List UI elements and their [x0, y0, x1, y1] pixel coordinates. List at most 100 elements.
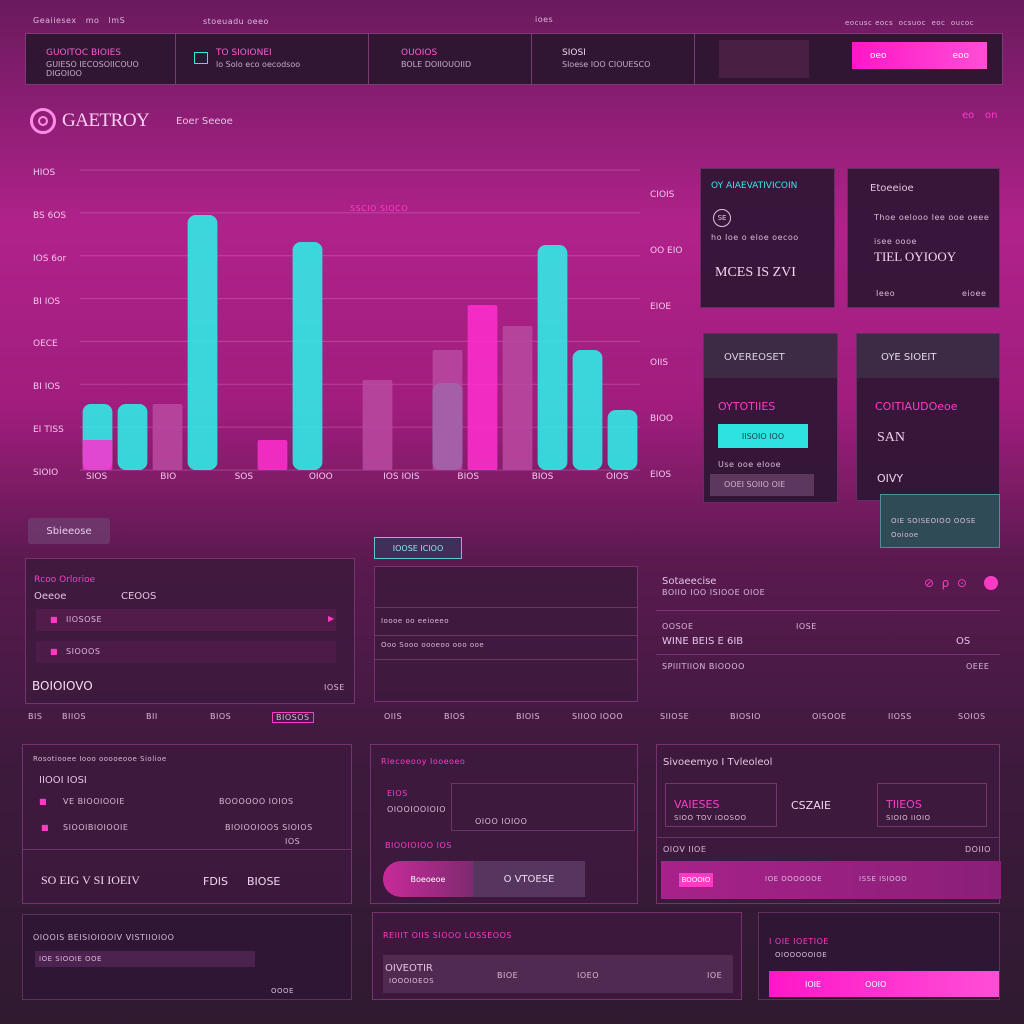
card-4[interactable]: OYE SIOEIT COITIAUDOeoe SAN OIVY	[856, 333, 1000, 501]
bottom-panel-3-bar[interactable]: BOOOIO IOE OOOOOOE ISSE ISIOOO	[661, 861, 1001, 899]
nav-item[interactable]: SIIOSE	[660, 712, 690, 721]
bottom-panel-2-row-2: OIOOIOOIOIO	[387, 805, 447, 814]
chart-bar[interactable]	[432, 350, 463, 470]
metric-box-1[interactable]: VAIESES SIOO TOV IOOSOO	[665, 783, 777, 827]
bottom-panel-3: Sivoeemyo I Tvleoleol VAIESES SIOO TOV I…	[656, 744, 1001, 904]
toolbar-segment-3[interactable]: OUOIOS BOLE DOIIOUOIID	[369, 34, 532, 84]
panel-a: Rcoo Orlorioe Oeeoe CEOOS ■ IIOSOSE ▶ ■ …	[25, 558, 355, 704]
card-1[interactable]: OY AIAEVATIVICOIN SE ho Ioe o eloe oecoo…	[700, 168, 835, 308]
section-badge[interactable]: IOOSE ICIOO	[374, 537, 462, 559]
chart-bar[interactable]	[117, 404, 148, 470]
panel-c-controls[interactable]: ⊘ ρ ⊙	[924, 576, 971, 590]
panel-a-row-2[interactable]: ■ SIOOOS	[36, 641, 336, 663]
card-2[interactable]: Etoeeioe Thoe oelooo Iee ooe oeee isee o…	[847, 168, 1000, 308]
bottom-panel-2-button-1[interactable]: Boeoeoe	[383, 861, 473, 897]
x-tick-label: IOS IOIS	[383, 472, 420, 482]
card-1-title: OY AIAEVATIVICOIN	[711, 181, 798, 191]
chart-bar[interactable]	[537, 245, 568, 470]
right-tick-label: CIOIS	[650, 190, 675, 200]
bottom-panel-1-row-3-value: BIOIOOIOOS SIOIOS	[225, 823, 313, 832]
chart-bar[interactable]	[502, 326, 533, 470]
bottom-panel-2-title: Rlecoeooy Iooeoeo	[381, 757, 466, 766]
toolbar-blank-field[interactable]	[719, 40, 809, 78]
top-right-1[interactable]: eocusc eocs	[845, 19, 894, 27]
toolbar-segment-2[interactable]: TO SIOIONEI lo Solo eco oecodsoo	[176, 34, 369, 84]
bottom-panel-3-button[interactable]: BOOOIO	[679, 873, 713, 887]
panel-a-foot: IOSE	[324, 683, 345, 692]
bottom-panel-1-row-2: VE BIOOIOOIE	[63, 797, 125, 806]
tab-button[interactable]: Sbieeose	[28, 518, 110, 544]
chart-bar[interactable]	[362, 380, 393, 470]
panel-a-row-1[interactable]: ■ IIOSOSE ▶	[36, 609, 336, 631]
bottom-panel-1-row-1: IIOOI IOSI	[39, 775, 87, 786]
right-tick-label: BIOO	[650, 414, 673, 424]
bottom-panel-2-button-2[interactable]: O VTOESE	[473, 861, 585, 897]
bottom-panel-2-row-4: BIOOIOIOO IOS	[385, 841, 452, 850]
card-4-value: SAN	[877, 430, 906, 445]
brand-logo-text: GAETROY	[62, 110, 150, 131]
chart-bar[interactable]	[82, 440, 113, 470]
toolbar-segment-1[interactable]: GUOITOC BIOIES GUIESO IECOSOIICOUO DIGOI…	[26, 34, 176, 84]
nav-item[interactable]: BIOS	[444, 712, 466, 721]
header-icon-1[interactable]: eo	[962, 110, 975, 121]
x-tick-label: SOS	[234, 472, 254, 482]
panel-c: Sotaeecise BOIIO IOO ISIOOE OIOE ⊘ ρ ⊙ O…	[656, 566, 1000, 678]
chart-bar[interactable]	[607, 410, 638, 470]
bottom-panel-5-row-4: IOE	[707, 971, 723, 980]
bottom-panel-5-row-1-sub: IOOOIOEOS	[389, 977, 435, 985]
panel-a-title: Rcoo Orlorioe	[34, 575, 96, 585]
card-3[interactable]: OVEREOSET OYTOTIIES IISOIO IOO Use ooe e…	[703, 333, 838, 503]
card-4-title: COITIAUDOeoe	[875, 400, 958, 413]
header-icon-2[interactable]: on	[985, 110, 998, 121]
bottom-panel-6: I OIE IOETIOE OIOOOOOIOE IOIE OOIO	[758, 912, 1000, 1000]
x-tick-label: SIOS	[86, 472, 108, 482]
card-5[interactable]: OIE SOISEOIOO OOSE Ooiooe	[880, 494, 1000, 548]
top-right-4[interactable]: oucoc	[950, 19, 975, 27]
top-right-2[interactable]: ocsuoc	[898, 19, 926, 27]
nav-item[interactable]: OIIS	[384, 712, 403, 721]
panel-a-big: BOIOIOVO	[32, 679, 93, 693]
right-tick-label: EIOS	[650, 470, 672, 480]
x-tick-label: OIOS	[606, 472, 629, 482]
top-right-3[interactable]: eoc	[931, 19, 946, 27]
bottom-panel-6-button[interactable]: IOIE OOIO	[769, 971, 999, 997]
chart-bar[interactable]	[572, 350, 603, 470]
chart-bar[interactable]	[187, 215, 218, 470]
nav-item[interactable]: BIOSIO	[730, 712, 761, 721]
card-3-button[interactable]: IISOIO IOO	[718, 424, 808, 448]
metric-box-3[interactable]: TIIEOS SIOIO IIOIO	[877, 783, 987, 827]
chart-bar[interactable]	[152, 404, 183, 470]
chart-bar[interactable]	[467, 305, 498, 470]
y-tick-label: EI TISS	[33, 425, 64, 436]
record-icon[interactable]	[984, 576, 998, 590]
bottom-panel-4-row-1: IOE SIOOIE OOE	[39, 955, 102, 963]
bottom-panel-1-row-2-value: BOOOOOO IOIOS	[219, 797, 294, 806]
top-label-2: mo	[85, 16, 100, 25]
segment-subtitle: Sloese IOO CIOUESCO	[562, 60, 651, 69]
card-1-line: ho Ioe o eloe oecoo	[711, 233, 799, 242]
x-tick-label: BIOS	[457, 472, 480, 482]
top-label-1: Geaiiesex	[33, 16, 77, 25]
nav-item-active[interactable]: BIOSOS	[272, 712, 314, 723]
nav-item[interactable]: BIS	[28, 712, 43, 721]
chart-bar[interactable]	[292, 242, 323, 470]
nav-item[interactable]: BIOS	[210, 712, 232, 721]
panel-c-subtitle: BOIIO IOO ISIOOE OIOE	[662, 588, 766, 597]
nav-item[interactable]: OISOOE	[812, 712, 847, 721]
nav-item[interactable]: BIIOS	[62, 712, 87, 721]
nav-item[interactable]: BIOIS	[516, 712, 541, 721]
nav-item[interactable]: SOIOS	[958, 712, 986, 721]
toolbar-action-button[interactable]: oeo eoo	[852, 42, 987, 69]
nav-item[interactable]: SIIOO IOOO	[572, 712, 624, 721]
nav-item[interactable]: IIOSS	[888, 712, 912, 721]
chart-icon	[194, 52, 208, 64]
toolbar-segment-4[interactable]: SIOSI Sloese IOO CIOUESCO	[532, 34, 695, 84]
card-4-value2: OIVY	[877, 472, 904, 485]
panel-c-row-1-value: OS	[956, 636, 971, 647]
card-3-field[interactable]: OOEI SOIIO OIE	[710, 474, 814, 496]
chart-bar[interactable]	[257, 440, 288, 470]
panel-c-row-2: SPIIITIION BIOOOO	[662, 662, 745, 671]
y-tick-label: BI IOS	[33, 296, 61, 307]
arrow-right-icon[interactable]: ▶	[328, 614, 335, 623]
nav-item[interactable]: BII	[146, 712, 158, 721]
